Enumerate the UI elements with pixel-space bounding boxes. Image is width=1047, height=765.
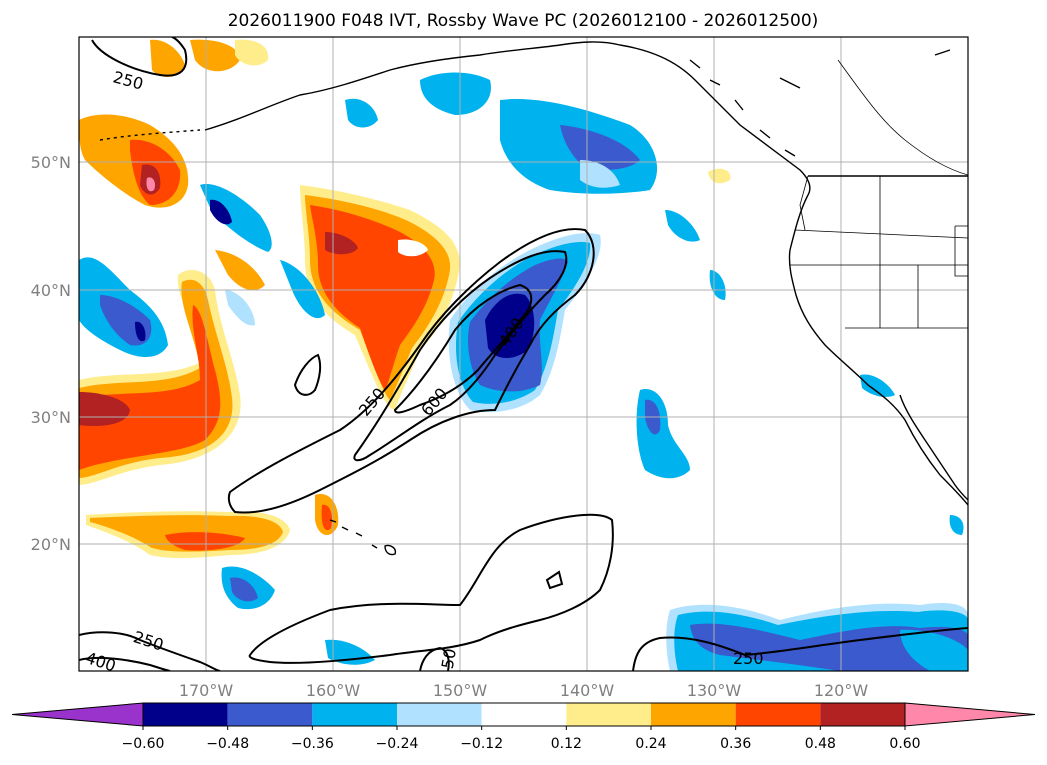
shade-coast-small	[949, 515, 964, 535]
colorbar-tick-label: 0.60	[889, 736, 920, 752]
shade-top-orange-1	[150, 39, 185, 77]
colorbar-tick-label: −0.48	[206, 736, 249, 752]
shade-minor-orange	[215, 250, 265, 291]
contour-tiny-loop	[545, 570, 564, 590]
shade-nw-darkspot	[210, 199, 232, 225]
lon-label-140w: 140°W	[560, 681, 615, 700]
chart-title: 2026011900 F048 IVT, Rossby Wave PC (202…	[228, 11, 819, 31]
colorbar-tick-label: −0.60	[122, 736, 165, 752]
west-coast	[788, 194, 968, 506]
shade-e-streak	[665, 210, 700, 242]
shade-center-dark	[485, 293, 535, 359]
shade-n-blob	[420, 72, 491, 115]
colorbar-swatch	[566, 703, 651, 726]
contour-label: 50	[438, 647, 460, 670]
coastlines	[99, 41, 968, 556]
contour-label: 250	[733, 649, 764, 668]
canada-coast-islands	[689, 49, 951, 157]
colorbar-tick-label: −0.36	[291, 736, 334, 752]
shade-nw-pink	[146, 177, 156, 192]
shade-coast-blue	[860, 374, 895, 398]
colorbar: −0.60 −0.48 −0.36 −0.24 −0.12 0.12 0.24 0.36 0.4…	[11, 702, 1036, 752]
lat-label-50n: 50°N	[31, 153, 71, 172]
longitude-labels: 170°W 160°W 150°W 140°W 130°W 120°W	[179, 681, 869, 700]
shade-west-red	[79, 305, 221, 470]
lon-label-170w: 170°W	[179, 681, 234, 700]
shade-hawaii-red	[321, 504, 332, 531]
contour-se-250	[632, 627, 968, 671]
colorbar-tick-label: −0.24	[376, 736, 419, 752]
shade-south-red	[165, 532, 245, 551]
aleutians	[99, 129, 201, 141]
shade-gulf-mid	[560, 125, 640, 170]
colorbar-swatch	[397, 703, 482, 726]
colorbar-max-extension	[904, 702, 1036, 727]
contour-south-loop	[248, 513, 614, 664]
shade-mid-streak	[280, 260, 325, 319]
colorbar-min-extension	[11, 702, 144, 727]
colorbar-tick-label: 0.36	[720, 736, 751, 752]
contour-ridge-inner	[353, 250, 568, 462]
shade-west-dark	[79, 392, 130, 427]
lat-label-40n: 40°N	[31, 281, 71, 300]
gridlines	[79, 37, 968, 671]
hawaii	[329, 519, 397, 556]
colorbar-tick-label: 0.12	[551, 736, 582, 752]
contour-lines	[79, 37, 968, 671]
colorbar-swatch	[481, 703, 567, 726]
contour-sw-400	[79, 656, 171, 671]
alaska-coast	[204, 41, 811, 196]
shade-s-blob-mid	[230, 577, 258, 602]
map-frame	[78, 36, 969, 672]
contour-ridge-core	[393, 283, 533, 414]
lon-label-120w: 120°W	[814, 681, 869, 700]
shade-mid-light	[225, 290, 255, 326]
colorbar-swatch	[143, 703, 228, 726]
colorbar-outline	[142, 702, 906, 727]
contour-bottom-50	[419, 646, 450, 671]
colorbar-swatch	[651, 703, 736, 726]
lon-label-160w: 160°W	[306, 681, 361, 700]
lat-label-20n: 20°N	[31, 535, 71, 554]
baja-coast	[899, 394, 968, 501]
contour-ridge-outer	[227, 228, 595, 514]
contour-sw-250	[79, 631, 221, 671]
lat-label-30n: 30°N	[31, 408, 71, 427]
positive-anomaly-fill	[79, 39, 731, 559]
map-panel: 250 250 400 600 400 250 400 250 50	[78, 36, 969, 676]
colorbar-tick-label: 0.24	[635, 736, 666, 752]
shade-central-hole	[398, 239, 428, 257]
shade-se-inner	[900, 629, 968, 671]
colorbar-tick-label: −0.12	[460, 736, 503, 752]
shade-n-small	[345, 98, 378, 128]
lon-label-130w: 130°W	[687, 681, 742, 700]
colorbar-swatch	[312, 703, 397, 726]
us-states	[790, 59, 968, 329]
colorbar-swatch	[820, 703, 905, 726]
latitude-labels: 50°N 40°N 30°N 20°N	[31, 153, 71, 554]
shade-w-dark	[135, 321, 146, 342]
shade-top-orange-2	[190, 39, 240, 72]
shade-top-yellow	[235, 39, 269, 66]
shade-nw-bluestreak	[200, 184, 272, 252]
contour-nw-250	[91, 37, 188, 77]
shade-gulf-light	[580, 160, 620, 188]
negative-anomaly-fill	[79, 72, 968, 671]
colorbar-swatch	[227, 703, 313, 726]
colorbar-swatch	[735, 703, 821, 726]
contour-small-loop	[293, 353, 322, 396]
colorbar-tick-label: 0.48	[805, 736, 836, 752]
lon-label-150w: 150°W	[433, 681, 488, 700]
ivt-shading	[79, 39, 968, 671]
